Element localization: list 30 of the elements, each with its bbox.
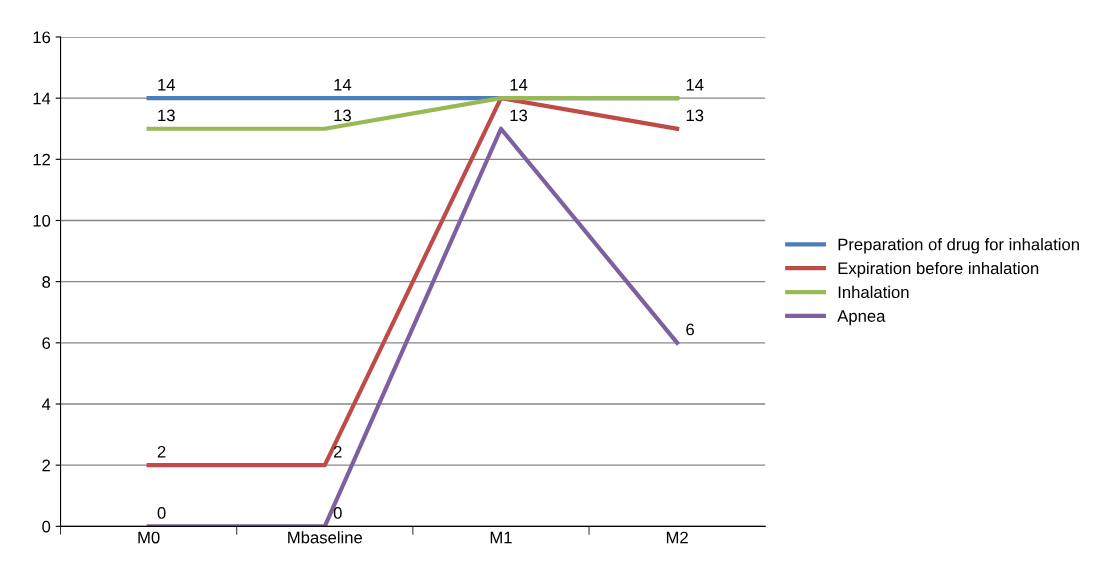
x-tick-label: Mbaseline xyxy=(288,531,363,544)
data-label: 6 xyxy=(686,323,694,336)
y-tick-label: 12 xyxy=(33,153,50,166)
y-tick-label: 14 xyxy=(33,92,51,105)
data-label: 14 xyxy=(686,79,704,91)
y-tick-label: 8 xyxy=(42,276,51,288)
y-tick-label: 2 xyxy=(42,459,50,472)
legend-label: Preparation of drug for inhalation xyxy=(838,238,1079,254)
y-tick-label: 0 xyxy=(42,520,51,533)
data-label: 13 xyxy=(158,109,175,122)
data-label: 0 xyxy=(157,507,166,519)
y-tick-label: 4 xyxy=(41,398,51,411)
data-label: 14 xyxy=(334,79,352,91)
y-tick-label: 10 xyxy=(33,214,51,227)
legend-label: Inhalation xyxy=(838,285,909,299)
legend-label: Expiration before inhalation xyxy=(838,261,1039,278)
legend-label: Apnea xyxy=(837,310,886,326)
data-label: 2 xyxy=(333,445,342,458)
data-label: 13 xyxy=(334,109,351,122)
data-label: 0 xyxy=(333,507,342,519)
data-label: 13 xyxy=(510,109,528,122)
y-tick-label: 6 xyxy=(42,337,51,350)
data-label: 14 xyxy=(158,79,176,91)
x-tick-label: M1 xyxy=(490,531,512,544)
y-tick-label: 16 xyxy=(33,31,51,44)
x-tick-label: M2 xyxy=(666,531,688,544)
data-label: 14 xyxy=(510,79,528,91)
data-label: 2 xyxy=(157,445,166,458)
data-label: 13 xyxy=(686,109,704,122)
x-tick-label: M0 xyxy=(138,531,160,544)
